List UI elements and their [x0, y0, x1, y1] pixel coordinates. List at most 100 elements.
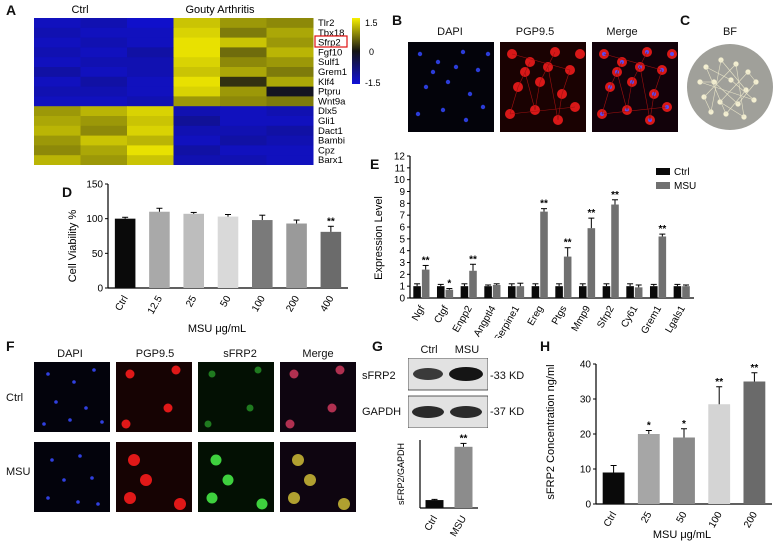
- heatmap-group-ctrl: Ctrl: [71, 4, 88, 16]
- bar: [743, 381, 766, 504]
- bar: [602, 286, 611, 298]
- f-pgp-cell: [174, 498, 186, 510]
- f-merge-cell: [289, 369, 299, 379]
- neurite: [603, 53, 663, 71]
- heatmap-gene-label: Sfrp2: [318, 38, 341, 49]
- y-tick-label: 100: [86, 214, 103, 225]
- y-tick-label: 8: [399, 199, 405, 210]
- bar: [114, 218, 136, 288]
- bar: [252, 220, 273, 288]
- heatmap-cell: [80, 155, 128, 165]
- blot-band-sfrp2-msu: [449, 367, 483, 381]
- panel-label-f: F: [6, 338, 15, 354]
- heatmap-cell: [34, 47, 81, 58]
- heatmap-cell: [127, 145, 174, 156]
- neurite: [534, 81, 541, 111]
- y-tick-label: 0: [399, 294, 405, 305]
- chart-h-xlabel: MSU μg/mL: [653, 529, 711, 541]
- heatmap-cell: [266, 116, 314, 127]
- neurite: [626, 81, 633, 111]
- f-merge-cell: [335, 365, 345, 375]
- chart-d-xlabel: MSU μg/mL: [188, 323, 246, 335]
- panel-label-d: D: [62, 184, 73, 200]
- heatmap-cell: [34, 57, 81, 68]
- neurite: [547, 66, 559, 121]
- f-merge-cell: [288, 492, 300, 504]
- significance-mark: **: [460, 433, 468, 444]
- bar: [460, 286, 469, 298]
- bar: [531, 286, 540, 298]
- heatmap-cell: [173, 106, 221, 117]
- heatmap-cell: [80, 106, 128, 117]
- bar: [286, 223, 307, 288]
- x-tick-label: Ctrl: [423, 514, 440, 533]
- nucleus-dot: [467, 91, 473, 97]
- f-pgp-cell: [125, 369, 135, 379]
- f-nucleus: [76, 500, 80, 504]
- merge-nucleus: [670, 52, 674, 56]
- bf-fiber: [703, 63, 737, 98]
- chart-h-ylabel: sFRP2 Concentration ng/ml: [545, 364, 557, 499]
- y-tick-label: 2: [399, 270, 405, 281]
- heatmap-cell: [220, 18, 267, 29]
- f-pgp-cell: [163, 403, 173, 413]
- bar: [454, 446, 473, 508]
- f-sfrp2-cell: [222, 474, 234, 486]
- heatmap-cell: [34, 155, 81, 165]
- heatmap-cell: [173, 155, 221, 165]
- f-nucleus: [54, 400, 58, 404]
- x-tick-label: Grem1: [639, 304, 664, 336]
- f-nucleus: [62, 478, 66, 482]
- heatmap-gene-label: Barx1: [318, 155, 343, 165]
- f-sfrp2-cell: [204, 420, 212, 428]
- heatmap-gene-label: Sulf1: [318, 57, 340, 68]
- bar: [149, 211, 170, 288]
- panel-label-h: H: [540, 338, 551, 354]
- significance-mark: *: [447, 279, 451, 290]
- heatmap-gene-label: Dact1: [318, 126, 343, 137]
- micro-f-row-ctrl: Ctrl: [6, 392, 24, 404]
- f-sfrp2-cell: [246, 404, 254, 412]
- heatmap-cell: [173, 18, 221, 29]
- heatmap-cell: [34, 18, 81, 29]
- micro-b-label-dapi: DAPI: [437, 26, 463, 38]
- nucleus-dot: [475, 67, 481, 73]
- heatmap-cell: [220, 86, 267, 97]
- bar: [682, 286, 690, 298]
- f-merge-cell: [327, 403, 337, 413]
- bf-fiber: [699, 81, 755, 101]
- micro-f-label-dapi: DAPI: [57, 348, 83, 360]
- f-pgp-cell: [124, 492, 136, 504]
- y-tick-label: 10: [394, 175, 406, 186]
- neurite: [601, 86, 611, 115]
- neurite: [511, 53, 571, 71]
- x-tick-label: 50: [675, 510, 690, 526]
- legend-ctrl-swatch: [656, 168, 670, 175]
- blot-band-label-gapdh: GAPDH: [362, 406, 402, 418]
- neurite: [539, 51, 556, 83]
- nucleus-dot: [423, 84, 429, 90]
- heatmap-cell: [127, 37, 174, 48]
- heatmap-cell: [127, 116, 174, 127]
- f-nucleus: [100, 420, 104, 424]
- heatmap-cell: [266, 76, 314, 88]
- heatmap-color-scale: [352, 18, 360, 84]
- blot-lane-msu: MSU: [454, 344, 480, 356]
- heatmap-cell: [80, 125, 128, 137]
- x-tick-label: MSU: [448, 514, 469, 539]
- neurite: [649, 93, 655, 121]
- bar: [708, 404, 731, 504]
- f-merge-cell: [285, 419, 295, 429]
- f-nucleus: [78, 454, 82, 458]
- nucleus-dot: [417, 51, 423, 57]
- neurite: [509, 106, 576, 115]
- heatmap-cell: [80, 76, 128, 88]
- y-tick-label: 10: [580, 465, 592, 476]
- heatmap-gene-label: Grem1: [318, 67, 347, 78]
- x-tick-label: Sfrp2: [595, 304, 617, 331]
- heatmap-cell: [220, 106, 267, 117]
- y-tick-label: 1: [399, 282, 405, 293]
- heatmap-cell: [127, 47, 174, 58]
- heatmap-cell: [173, 37, 221, 48]
- nucleus-dot: [430, 69, 436, 75]
